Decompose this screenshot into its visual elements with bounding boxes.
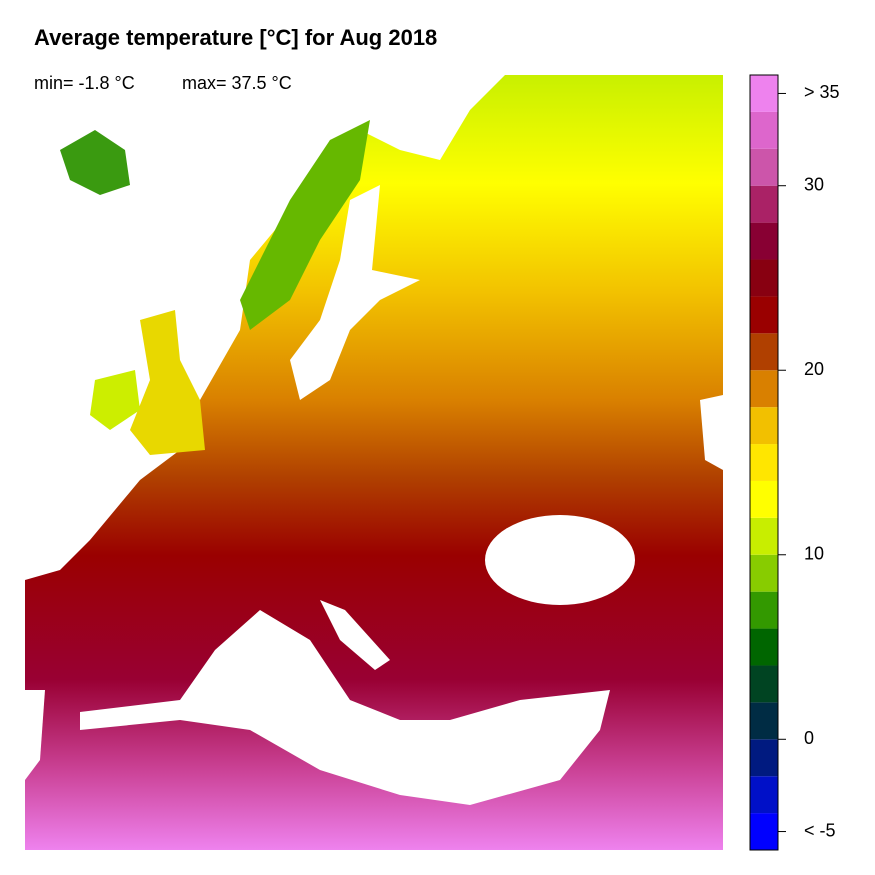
caspian-sea	[700, 395, 723, 470]
tick-label: 30	[804, 174, 824, 194]
colorbar: < -5 0 10 20 30 > 35	[749, 74, 840, 851]
colorbar-bin	[750, 296, 778, 334]
mediterranean-sea	[80, 610, 610, 805]
colorbar-bin	[750, 222, 778, 260]
tick-label: > 35	[804, 82, 840, 102]
min-label: min= -1.8 °C	[34, 73, 135, 93]
title: Average temperature [°C] for Aug 2018	[34, 25, 437, 50]
colorbar-bin	[750, 185, 778, 223]
colorbar-bin	[750, 480, 778, 518]
tick-label: 20	[804, 359, 824, 379]
colorbar-frame	[749, 74, 779, 851]
colorbar-bin	[750, 628, 778, 666]
colorbar-bin	[750, 444, 778, 481]
colorbar-bin	[750, 739, 778, 777]
colorbar-bin	[750, 665, 778, 703]
colorbar-bin	[750, 75, 778, 112]
colorbar-bin	[750, 407, 778, 445]
colorbar-bin	[750, 554, 778, 592]
colorbar-bin	[750, 259, 778, 297]
ireland	[90, 370, 140, 430]
black-sea	[485, 515, 635, 605]
baltic-sea	[290, 185, 420, 400]
colorbar-bin	[750, 776, 778, 814]
colorbar-bin	[750, 111, 778, 149]
colorbar-bin	[750, 148, 778, 186]
iceland	[60, 130, 130, 195]
tick-label: 10	[804, 544, 824, 564]
max-label: max= 37.5 °C	[182, 73, 292, 93]
colorbar-bin	[750, 702, 778, 740]
colorbar-bin	[750, 370, 778, 408]
britain	[130, 310, 205, 455]
adriatic-sea	[320, 600, 390, 670]
tick-label: 0	[804, 728, 814, 748]
colorbar-bin	[750, 517, 778, 555]
colorbar-bin	[750, 333, 778, 371]
scandinavia-mountains	[240, 120, 370, 330]
tick-label: < -5	[804, 820, 836, 840]
map	[25, 75, 723, 850]
atlantic-south	[25, 690, 45, 780]
colorbar-bin	[750, 591, 778, 629]
colorbar-bin	[750, 813, 778, 850]
atlantic	[25, 75, 505, 580]
